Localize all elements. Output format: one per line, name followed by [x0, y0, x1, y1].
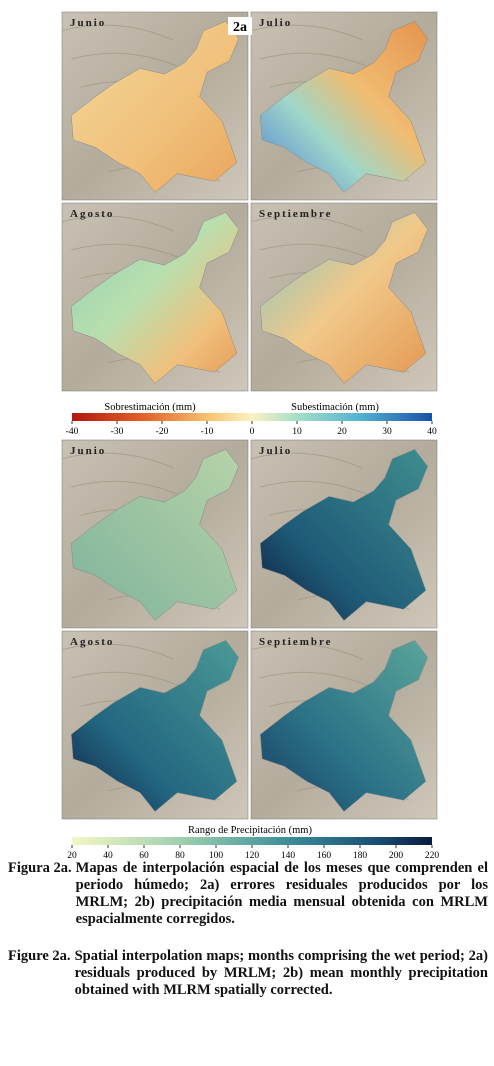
terrain-ridge	[61, 215, 174, 232]
terrain-ridge	[71, 243, 184, 260]
legend-title: Sobrestimación (mm)	[104, 402, 196, 413]
colorbar-tick-label: -10	[201, 427, 214, 437]
panel-label: Junio	[70, 17, 106, 29]
study-area	[71, 21, 239, 193]
figure-tag: 2a	[233, 20, 247, 35]
terrain-ridge	[250, 24, 363, 41]
colorbar-tick-label: 20	[337, 427, 347, 437]
caption-es: Figura 2a. Mapas de interpolación espacia…	[8, 860, 488, 928]
study-area	[71, 640, 239, 812]
colorbar-tick-label: 10	[292, 427, 302, 437]
panel-label: Junio	[70, 445, 106, 457]
terrain-ridge	[260, 671, 373, 688]
colorbar-tick-label: 60	[139, 851, 149, 860]
figure: Junio Julio Agosto Septiembre Junio Julio Agos…	[61, 11, 440, 860]
panel-label: Septiembre	[259, 208, 333, 220]
study-area	[71, 449, 239, 621]
terrain-ridge	[71, 52, 184, 69]
panel-label: Agosto	[70, 636, 114, 648]
colorbar-tick-label: -30	[111, 427, 124, 437]
colorbar-tick-label: 160	[317, 851, 332, 860]
panel-label: Septiembre	[259, 636, 333, 648]
panel-label: Julio	[259, 17, 292, 29]
terrain-ridge	[260, 52, 373, 69]
colorbar	[72, 413, 432, 421]
terrain-ridge	[250, 643, 363, 660]
terrain-ridge	[250, 452, 363, 469]
terrain-ridge	[260, 480, 373, 497]
terrain-ridge	[71, 480, 184, 497]
study-area	[260, 640, 428, 812]
caption-label: Figura 2a.	[8, 860, 72, 876]
terrain-ridge	[260, 243, 373, 260]
terrain-ridge	[250, 215, 363, 232]
caption-text: Spatial interpolation maps; months compr…	[74, 948, 488, 998]
colorbar-tick-label: 80	[175, 851, 185, 860]
colorbar-tick-label: 200	[389, 851, 404, 860]
panel-label: Julio	[259, 445, 292, 457]
colorbar-tick-label: -20	[156, 427, 169, 437]
terrain-ridge	[61, 643, 174, 660]
panel-label: Agosto	[70, 208, 114, 220]
colorbar-tick-label: 100	[209, 851, 224, 860]
colorbar-tick-label: 30	[382, 427, 392, 437]
colorbar-tick-label: -40	[66, 427, 79, 437]
colorbar-tick-label: 0	[250, 427, 255, 437]
colorbar-tick-label: 180	[353, 851, 368, 860]
study-area	[260, 21, 428, 193]
colorbar	[72, 837, 432, 845]
caption-text: Mapas de interpolación espacial de los m…	[75, 860, 488, 927]
colorbar-tick-label: 40	[427, 427, 437, 437]
terrain-ridge	[61, 24, 174, 41]
study-area	[260, 212, 428, 384]
study-area	[71, 212, 239, 384]
terrain-ridge	[61, 452, 174, 469]
colorbar-tick-label: 40	[103, 851, 113, 860]
legend-title: Subestimación (mm)	[291, 402, 379, 413]
terrain-ridge	[71, 671, 184, 688]
study-area	[260, 449, 428, 621]
caption-en: Figure 2a. Spatial interpolation maps; mo…	[8, 948, 488, 999]
caption-label: Figure 2a.	[8, 948, 71, 964]
colorbar-tick-label: 140	[281, 851, 296, 860]
legend-title: Rango de Precipitación (mm)	[188, 825, 312, 836]
colorbar-tick-label: 20	[67, 851, 77, 860]
colorbar-tick-label: 220	[425, 851, 440, 860]
tag-box	[228, 17, 252, 35]
colorbar-tick-label: 120	[245, 851, 260, 860]
